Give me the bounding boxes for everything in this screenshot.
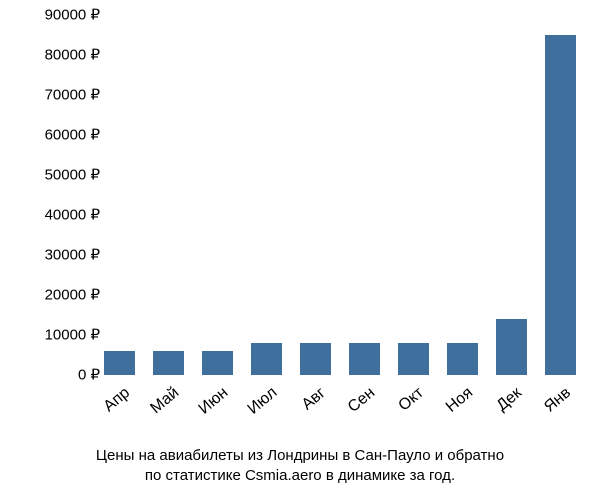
bar-slot (340, 15, 389, 375)
y-tick-label: 80000 ₽ (10, 48, 100, 63)
bar-slot (291, 15, 340, 375)
bar-slot (242, 15, 291, 375)
bar-slot (487, 15, 536, 375)
x-label-slot: Апр (95, 380, 144, 440)
caption-line-1: Цены на авиабилеты из Лондрины в Сан-Пау… (96, 447, 504, 464)
chart-caption: Цены на авиабилеты из Лондрины в Сан-Пау… (0, 446, 600, 487)
y-tick-label: 60000 ₽ (10, 128, 100, 143)
bar-aug (300, 343, 330, 375)
x-label: Дек (493, 384, 525, 415)
x-axis-labels: Апр Май Июн Июл Авг Сен Окт Ноя Дек Янв (95, 380, 585, 440)
x-label-slot: Авг (291, 380, 340, 440)
x-label-slot: Июн (193, 380, 242, 440)
x-label: Июн (195, 384, 231, 419)
x-label-slot: Янв (536, 380, 585, 440)
bar-slot (438, 15, 487, 375)
y-tick-label: 30000 ₽ (10, 248, 100, 263)
x-label-slot: Окт (389, 380, 438, 440)
plot-area (95, 15, 585, 375)
bar-oct (398, 343, 428, 375)
y-tick-label: 40000 ₽ (10, 208, 100, 223)
bar-slot (193, 15, 242, 375)
x-label: Ноя (442, 384, 476, 417)
bar-jun (202, 351, 232, 375)
bar-dec (496, 319, 526, 375)
bar-may (153, 351, 183, 375)
x-label: Июл (244, 384, 280, 419)
x-label: Янв (541, 384, 575, 416)
x-label-slot: Май (144, 380, 193, 440)
y-tick-label: 50000 ₽ (10, 168, 100, 183)
x-label: Апр (100, 384, 133, 416)
bars-container (95, 15, 585, 375)
bar-slot (95, 15, 144, 375)
y-tick-label: 0 ₽ (10, 368, 100, 383)
caption-line-2: по статистике Csmia.aero в динамике за г… (145, 467, 455, 484)
x-label-slot: Сен (340, 380, 389, 440)
x-label: Окт (395, 384, 427, 415)
x-label-slot: Июл (242, 380, 291, 440)
y-tick-label: 90000 ₽ (10, 8, 100, 23)
bar-jul (251, 343, 281, 375)
bar-slot (536, 15, 585, 375)
y-tick-label: 20000 ₽ (10, 288, 100, 303)
price-chart: 0 ₽ 10000 ₽ 20000 ₽ 30000 ₽ 40000 ₽ 5000… (0, 0, 600, 500)
x-label: Авг (298, 384, 329, 414)
bar-sep (349, 343, 379, 375)
x-label-slot: Ноя (438, 380, 487, 440)
bar-slot (144, 15, 193, 375)
y-tick-label: 10000 ₽ (10, 328, 100, 343)
y-tick-label: 70000 ₽ (10, 88, 100, 103)
bar-apr (104, 351, 134, 375)
x-label: Сен (344, 384, 378, 417)
bar-jan (545, 35, 575, 375)
bar-slot (389, 15, 438, 375)
x-label: Май (147, 384, 183, 418)
bar-nov (447, 343, 477, 375)
x-label-slot: Дек (487, 380, 536, 440)
